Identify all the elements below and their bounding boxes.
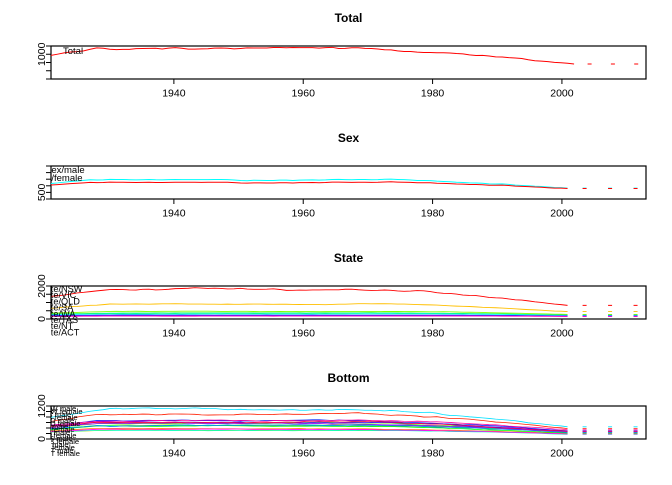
svg-text:1980: 1980 (421, 208, 445, 220)
svg-text:1960: 1960 (292, 208, 316, 220)
svg-text:Total: Total (335, 11, 363, 25)
svg-text:0: 0 (36, 316, 48, 322)
svg-text:1980: 1980 (421, 88, 445, 100)
svg-text:Bottom: Bottom (328, 371, 370, 385)
svg-text:2000: 2000 (550, 448, 574, 460)
svg-text:1940: 1940 (162, 328, 186, 340)
svg-text:2000: 2000 (550, 328, 574, 340)
svg-text:1980: 1980 (421, 328, 445, 340)
svg-text:State: State (334, 251, 364, 265)
svg-text:1960: 1960 (292, 88, 316, 100)
svg-text:2000: 2000 (550, 208, 574, 220)
svg-text:2000: 2000 (550, 88, 574, 100)
svg-text:1960: 1960 (292, 328, 316, 340)
svg-text:1200: 1200 (36, 394, 48, 418)
svg-text:Total: Total (63, 46, 83, 57)
svg-text:1000: 1000 (36, 42, 48, 66)
svg-text:1980: 1980 (421, 448, 445, 460)
svg-text:500: 500 (36, 183, 48, 201)
svg-text:0: 0 (36, 436, 48, 442)
svg-text:Sex: Sex (338, 131, 360, 145)
svg-text:1960: 1960 (292, 448, 316, 460)
svg-text:1940: 1940 (162, 448, 186, 460)
svg-text:1940: 1940 (162, 208, 186, 220)
svg-text:1940: 1940 (162, 88, 186, 100)
svg-text:2000: 2000 (36, 274, 48, 298)
